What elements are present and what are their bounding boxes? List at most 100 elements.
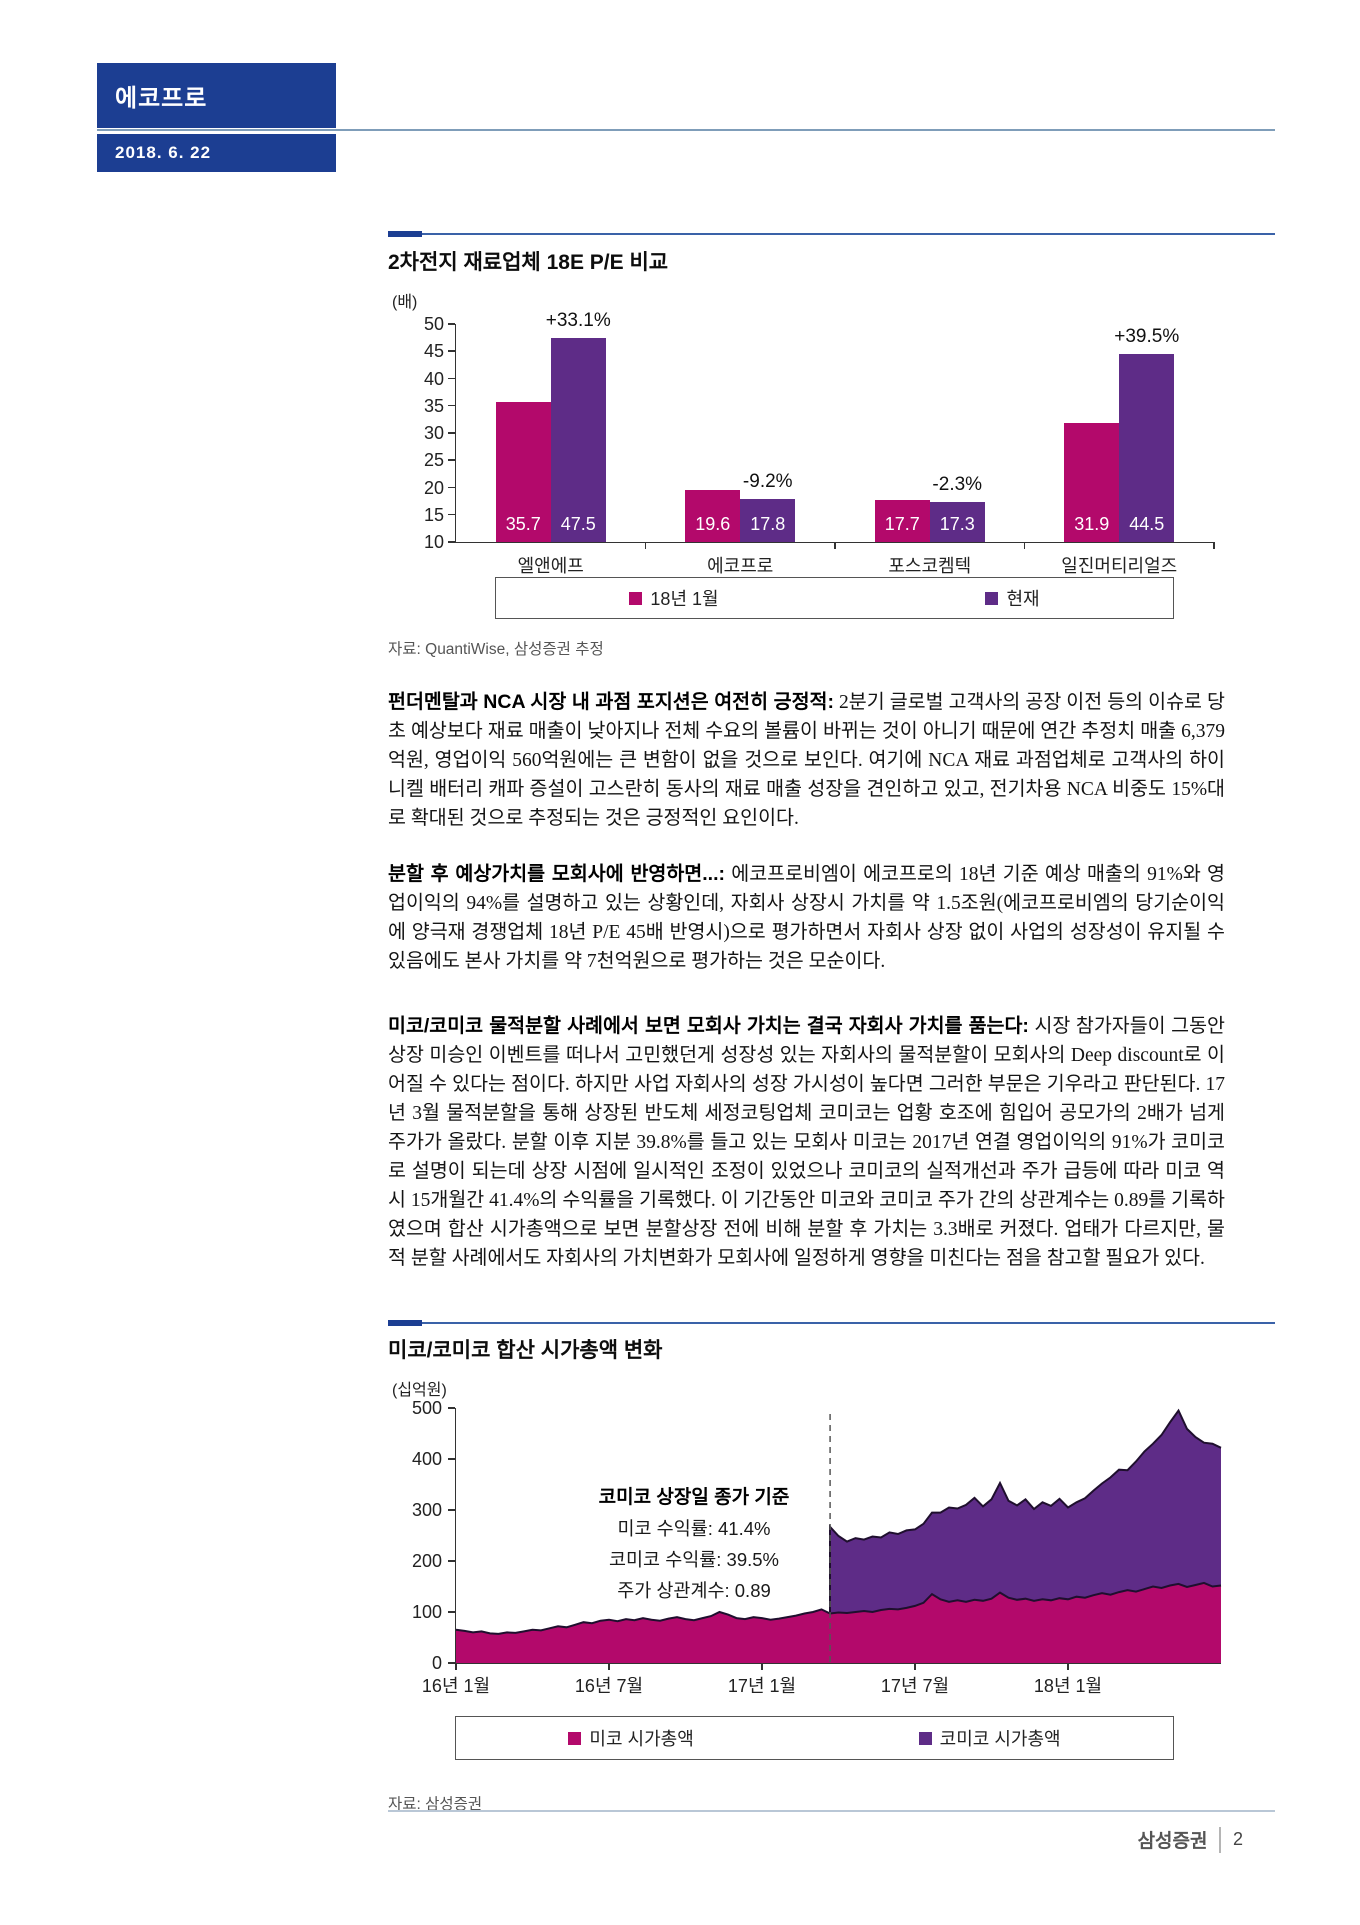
x-category-label: 엘앤에프 [517,556,584,576]
y-axis-tick-label: 10 [423,532,444,552]
footer-page-number: 2 [1232,1829,1243,1849]
y-axis-tick-label: 100 [411,1602,442,1622]
legend-swatch [985,591,999,605]
chart1-unit-label: (배) [392,294,418,311]
bar-현재: 17.8 [740,499,796,542]
paragraph-lead: 분할 후 예상가치를 모회사에 반영하면...: [388,863,725,885]
bar-chart-plot: 10 15 20 25 30 35 40 45 50 35.7 47.5 +33.1% 엘앤에프 19.6… [424,310,1215,576]
y-axis-tick-label: 50 [423,314,444,334]
bar-18년 1월: 31.9 [1064,422,1120,542]
annotation-line: 주가 상관계수: 0.89 [617,1580,771,1601]
x-axis-tick-mark [644,542,646,549]
x-axis-tick-mark [761,1663,763,1670]
report-title-box: 에코프로 [97,63,336,128]
chart1-source: 자료: QuantiWise, 삼성증권 추정 [388,641,604,658]
bar-18년 1월: 35.7 [495,401,551,542]
legend-label: 현재 [1006,589,1040,609]
chart2-section-rule [388,1320,1275,1326]
bar-value-label: 19.6 [695,513,731,534]
y-axis-tick-mark [448,377,455,379]
paragraph-text: 에코프로비엠이 에코프로의 18년 기준 예상 매출의 91%와 영업이익의 9… [388,864,1225,972]
y-axis-tick-mark [448,1458,455,1460]
y-axis-tick-label: 30 [423,423,444,443]
x-axis-tick-label: 17년 7월 [880,1676,950,1696]
y-axis-tick-label: 200 [411,1551,442,1571]
annotation-line: 미코 수익률: 41.4% [617,1518,771,1539]
bar-value-label: 35.7 [505,513,541,534]
y-axis-tick-mark [448,541,455,543]
bar-현재: 47.5 [550,337,606,542]
legend-label: 코미코 시가총액 [939,1729,1061,1749]
footer: 삼성증권 2 [0,1826,1243,1853]
x-axis-tick-label: 16년 7월 [574,1676,644,1696]
bar-value-label: 31.9 [1074,513,1110,534]
y-axis-tick-mark [448,459,455,461]
area-chart-annotation: 코미코 상장일 종가 기준 미코 수익률: 41.4% 코미코 수익률: 39.… [544,1482,844,1606]
area-chart-legend: 미코 시가총액 코미코 시가총액 [455,1716,1174,1760]
report-date-box: 2018. 6. 22 [97,134,336,172]
bar-value-label: 47.5 [560,514,596,534]
bar-chart-legend: 18년 1월 현재 [495,577,1174,619]
bar-value-label: 44.5 [1129,513,1165,534]
report-title: 에코프로 [115,85,208,112]
x-axis-tick-label: 17년 1월 [727,1676,797,1696]
bar-18년 1월: 19.6 [685,489,741,542]
change-percent-label: -9.2% [742,471,793,493]
y-axis-tick-label: 45 [423,341,444,362]
y-axis-tick-mark [448,350,455,352]
legend-item: 현재 [985,585,1040,611]
comico-area [830,1410,1221,1614]
bar-18년 1월: 17.7 [874,500,930,542]
y-axis-tick-mark [448,1560,455,1562]
bar-value-label: 17.8 [750,513,786,534]
y-axis-tick-mark [448,432,455,434]
y-axis-tick-label: 15 [423,504,444,525]
x-axis-tick-mark [834,542,836,549]
paragraph-lead: 미코/코미코 물적분할 사례에서 보면 모회사 가치는 결국 자회사 가치를 품… [388,1015,1029,1037]
mico-area [456,1582,1221,1663]
chart2-source: 자료: 삼성증권 [388,1796,483,1813]
total-outline [829,1408,1222,1614]
bar-value-label: 17.7 [884,513,920,534]
paragraph-text: 2분기 글로벌 고객사의 공장 이전 등의 이슈로 당초 예상보다 재료 매출이… [388,692,1225,829]
annotation-title: 코미코 상장일 종가 기준 [598,1487,790,1508]
legend-swatch [918,1731,932,1745]
paragraph-text: 시장 참가자들이 그동안 상장 미승인 이벤트를 떠나서 고민했던게 성장성 있… [388,1016,1225,1269]
paragraph-lead: 펀더멘탈과 NCA 시장 내 과점 포지션은 여전히 긍정적: [388,691,834,713]
y-axis-tick-mark [448,404,455,407]
x-category-label: 포스코켐텍 [888,556,972,576]
annotation-line: 코미코 수익률: 39.5% [609,1549,779,1570]
footer-divider-line [388,1810,1275,1812]
chart1-title: 2차전지 재료업체 18E P/E 비교 [388,251,669,274]
legend-label: 미코 시가총액 [589,1729,694,1749]
y-axis-tick-mark [448,1407,455,1409]
y-axis-tick-mark [448,486,455,488]
x-axis-tick-mark [1067,1663,1069,1670]
chart1-section-rule [388,231,1275,237]
bar-현재: 44.5 [1119,353,1175,542]
x-axis-tick-label: 18년 1월 [1033,1676,1103,1696]
area-chart-svg [455,1408,1222,1663]
paragraph-mico-comico: 미코/코미코 물적분할 사례에서 보면 모회사 가치는 결국 자회사 가치를 품… [388,1012,1225,1273]
legend-item: 18년 1월 [629,585,719,611]
mico-outline [455,1581,1222,1635]
area-chart-plot: 0 100 200 300 400 500 16년 1월 16년 7월 17년 1월 17년 7월… [412,1398,1222,1696]
y-axis-tick-label: 40 [423,368,444,389]
legend-swatch [629,591,643,605]
y-axis-tick-label: 400 [411,1449,442,1469]
y-axis-tick-mark [448,1509,455,1511]
legend-swatch [568,1731,582,1745]
change-percent-label: +39.5% [1114,325,1180,347]
header-divider-line [97,129,1275,131]
report-date: 2018. 6. 22 [115,143,212,162]
legend-item: 미코 시가총액 [568,1725,694,1751]
x-category-label: 일진머티리얼즈 [1061,556,1178,576]
y-axis-tick-mark [448,513,455,516]
x-axis-tick-mark [1213,542,1215,549]
chart2-title: 미코/코미코 합산 시가총액 변화 [388,1339,663,1362]
bar-value-label: 17.3 [939,513,975,534]
chart2-unit-label: (십억원) [392,1382,447,1399]
y-axis-tick-mark [448,323,455,325]
legend-item: 코미코 시가총액 [918,1725,1061,1751]
